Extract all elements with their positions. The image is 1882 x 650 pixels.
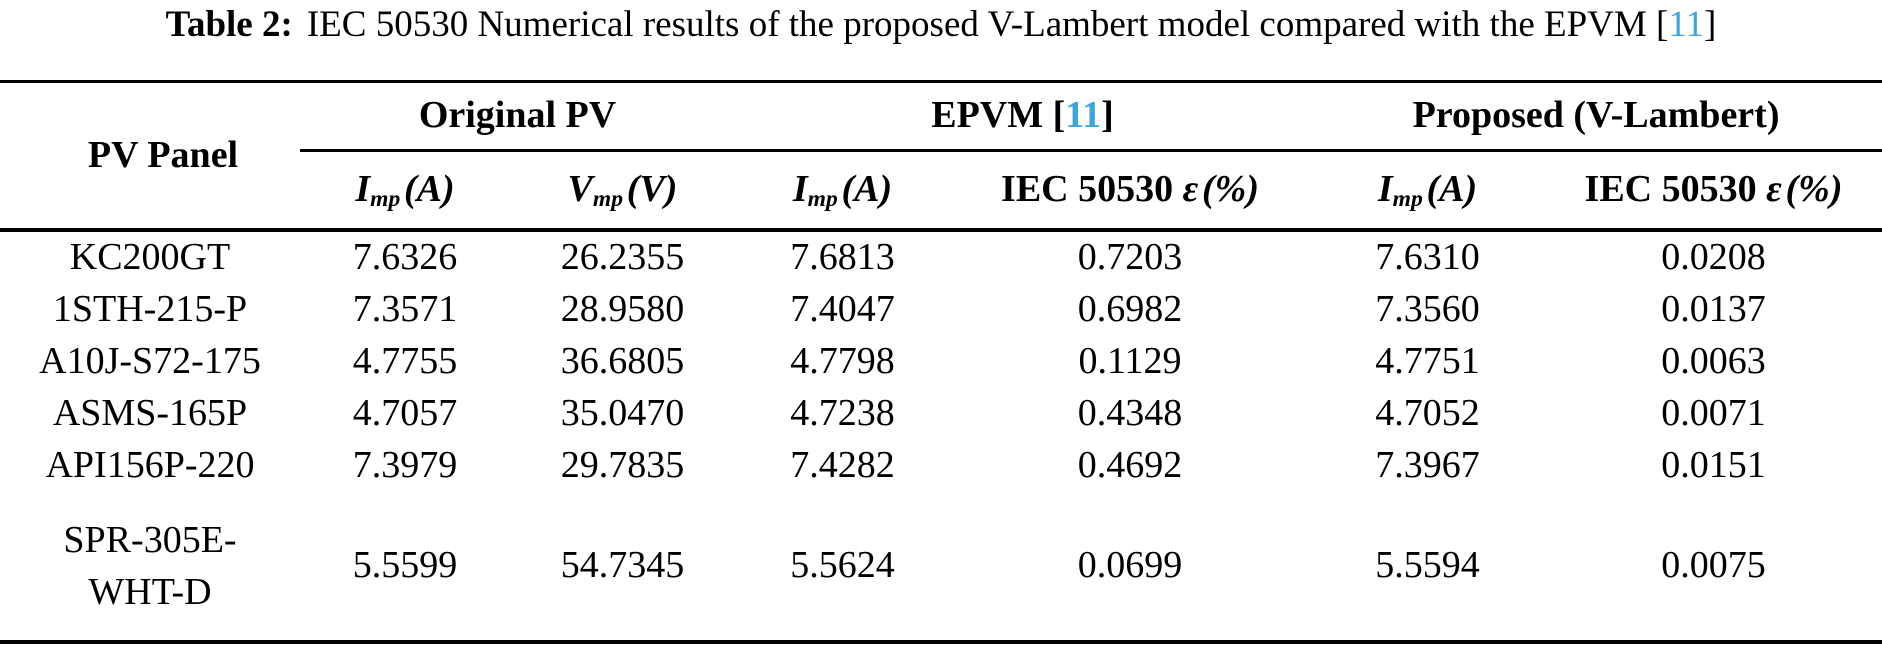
group-header-proposed-v-lambert: Proposed (V-Lambert) bbox=[1310, 81, 1882, 152]
cell-value: 0.4348 bbox=[1077, 392, 1183, 435]
table-caption-label: Table 2: bbox=[165, 4, 293, 45]
cell-value: 7.3967 bbox=[1375, 444, 1480, 487]
cell-value: 0.7203 bbox=[1077, 236, 1183, 279]
table-row: API156P-220 7.3979 29.7835 7.4282 0.4692… bbox=[0, 440, 1882, 492]
table-row: KC200GT 7.6326 26.2355 7.6813 0.7203 7.6… bbox=[0, 230, 1882, 284]
sub-header-row: Imp(A) Vmp(V) Imp(A) IEC 50530 ε(%) Imp(… bbox=[0, 150, 1882, 232]
cell-value: 26.2355 bbox=[560, 236, 685, 279]
cell-value: 36.6805 bbox=[560, 340, 685, 383]
cell-value: 4.7755 bbox=[352, 340, 458, 383]
panel-name: ASMS-165P bbox=[52, 392, 248, 435]
table-row: 1STH-215-P 7.3571 28.9580 7.4047 0.6982 … bbox=[0, 284, 1882, 336]
cell-value: 35.0470 bbox=[560, 392, 685, 435]
group-header-epvm: EPVM [11] bbox=[735, 81, 1311, 152]
cell-value: 0.0063 bbox=[1661, 340, 1766, 383]
caption-citation: [11] bbox=[1656, 4, 1717, 45]
cell-value: 0.1129 bbox=[1078, 340, 1182, 383]
cell-value: 0.0699 bbox=[950, 492, 1311, 644]
cell-value: 0.4692 bbox=[1077, 444, 1183, 487]
cell-value: 7.3571 bbox=[352, 288, 458, 331]
cell-value: 28.9580 bbox=[560, 288, 685, 331]
cell-value: 4.7751 bbox=[1375, 340, 1480, 383]
cell-value: 4.7798 bbox=[790, 340, 895, 383]
subheader-iec-epsilon-epvm: IEC 50530 ε(%) bbox=[950, 150, 1311, 232]
table-caption: Table 2: IEC 50530 Numerical results of t… bbox=[0, 0, 1882, 47]
cell-value: 5.5599 bbox=[300, 492, 510, 644]
subheader-imp-original: Imp(A) bbox=[300, 150, 510, 232]
cell-value: 0.0137 bbox=[1661, 288, 1766, 331]
cell-value: 4.7238 bbox=[790, 392, 895, 435]
panel-name: KC200GT bbox=[69, 236, 231, 279]
column-header-pv-panel: PV Panel bbox=[0, 81, 300, 232]
cell-value: 0.6982 bbox=[1077, 288, 1183, 331]
table-row: ASMS-165P 4.7057 35.0470 4.7238 0.4348 4… bbox=[0, 388, 1882, 440]
cell-value: 7.4047 bbox=[790, 288, 895, 331]
subheader-imp-epvm: Imp(A) bbox=[735, 150, 951, 232]
group-header-original-pv: Original PV bbox=[300, 81, 736, 152]
cell-value: 29.7835 bbox=[560, 444, 685, 487]
table-caption-text: IEC 50530 Numerical results of the propo… bbox=[306, 4, 1647, 45]
cell-value: 0.0071 bbox=[1661, 392, 1766, 435]
subheader-imp-proposed: Imp(A) bbox=[1310, 150, 1546, 232]
table-row: A10J-S72-175 4.7755 36.6805 4.7798 0.112… bbox=[0, 336, 1882, 388]
citation-link[interactable]: 11 bbox=[1065, 94, 1102, 137]
cell-value: 7.3560 bbox=[1375, 288, 1480, 331]
panel-name: API156P-220 bbox=[45, 444, 255, 487]
cell-value: 0.0075 bbox=[1545, 492, 1882, 644]
subheader-iec-epsilon-proposed: IEC 50530 ε(%) bbox=[1545, 150, 1882, 232]
table-row: SPR-305E- WHT-D 5.5599 54.7345 5.5624 0.… bbox=[0, 492, 1882, 644]
subheader-vmp-original: Vmp(V) bbox=[510, 150, 736, 232]
cell-value: 0.0151 bbox=[1661, 444, 1766, 487]
cell-value: 4.7052 bbox=[1375, 392, 1480, 435]
panel-name: 1STH-215-P bbox=[52, 288, 248, 331]
cell-value: 7.4282 bbox=[790, 444, 895, 487]
cell-value: 0.0208 bbox=[1661, 236, 1766, 279]
panel-name: SPR-305E- WHT-D bbox=[0, 492, 300, 644]
cell-value: 7.6326 bbox=[352, 236, 458, 279]
cell-value: 7.3979 bbox=[352, 444, 458, 487]
epvm-citation: [11] bbox=[1052, 94, 1114, 137]
group-header-row: PV Panel Original PV EPVM [11] Proposed … bbox=[0, 81, 1882, 232]
citation-link[interactable]: 11 bbox=[1668, 4, 1705, 45]
results-table: PV Panel Original PV EPVM [11] Proposed … bbox=[0, 80, 1882, 644]
cell-value: 54.7345 bbox=[510, 492, 736, 644]
cell-value: 5.5624 bbox=[735, 492, 951, 644]
cell-value: 7.6310 bbox=[1375, 236, 1480, 279]
cell-value: 7.6813 bbox=[790, 236, 895, 279]
cell-value: 5.5594 bbox=[1310, 492, 1546, 644]
cell-value: 4.7057 bbox=[352, 392, 458, 435]
panel-name: A10J-S72-175 bbox=[39, 340, 261, 383]
